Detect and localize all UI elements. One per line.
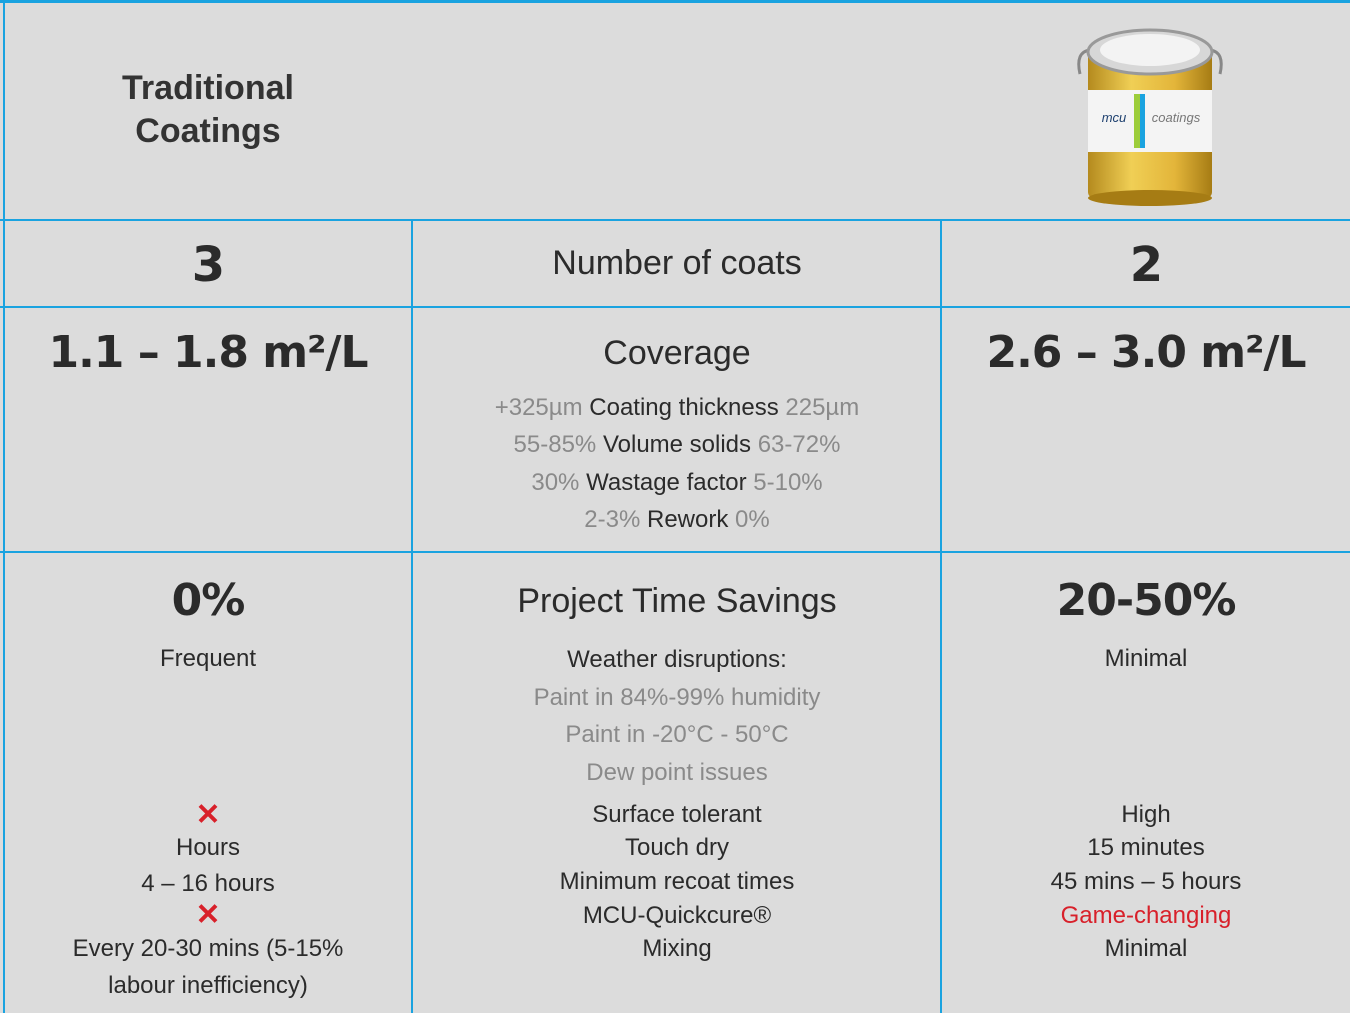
cell-value: 2.6 – 3.0 m²/L xyxy=(942,331,1350,375)
cell-text: Touch dry xyxy=(413,836,941,860)
can-logo: mcu xyxy=(1102,110,1127,125)
cell-text: Every 20-30 mins (5-15% xyxy=(4,937,412,961)
cross-icon xyxy=(4,903,412,930)
cell-value: 1.1 – 1.8 m²/L xyxy=(4,331,412,375)
cell-text: Game-changing xyxy=(942,904,1350,928)
comparison-table: Traditional Coatings mcu coatings 3 Numb… xyxy=(0,0,1350,1013)
border xyxy=(3,0,5,1013)
detail-mcu: 225µm xyxy=(785,394,859,421)
cell-note: Dew point issues xyxy=(413,761,941,785)
row-label: Number of coats xyxy=(413,246,941,280)
cell-text: 45 mins – 5 hours xyxy=(942,870,1350,894)
detail-line: +325µm Coating thickness 225µm xyxy=(413,396,941,420)
row-label: Project Time Savings xyxy=(413,584,941,618)
detail-line: 30% Wastage factor 5-10% xyxy=(413,471,941,495)
detail-mcu: 0% xyxy=(735,506,770,533)
header-title: Traditional xyxy=(4,71,412,105)
cell-text: Surface tolerant xyxy=(413,803,941,827)
detail-line: 2-3% Rework 0% xyxy=(413,508,941,532)
detail-traditional: 55-85% xyxy=(514,431,597,458)
detail-mcu: 5-10% xyxy=(753,469,822,496)
detail-label: Coating thickness xyxy=(589,394,778,421)
detail-traditional: +325µm xyxy=(495,394,583,421)
row-line xyxy=(0,219,1350,221)
can-logo: coatings xyxy=(1152,110,1201,125)
cell-text: MCU-Quickcure® xyxy=(413,904,941,928)
cell-text: Mixing xyxy=(413,937,941,961)
detail-traditional: 2-3% xyxy=(584,506,640,533)
header-title: Coatings xyxy=(4,114,412,148)
cell-note: Paint in 84%-99% humidity xyxy=(413,686,941,710)
cell-value: 2 xyxy=(942,241,1350,289)
cell-text: 4 – 16 hours xyxy=(4,872,412,896)
cell-text: Frequent xyxy=(4,647,412,671)
cell-value: 3 xyxy=(4,241,412,289)
cell-value: 0% xyxy=(4,579,412,623)
detail-label: Volume solids xyxy=(603,431,751,458)
row-line xyxy=(0,551,1350,553)
detail-label: Rework xyxy=(647,506,728,533)
cell-text: Weather disruptions: xyxy=(413,648,941,672)
paint-can: mcu coatings xyxy=(1070,22,1230,208)
detail-traditional: 30% xyxy=(531,469,579,496)
cell-text: Minimal xyxy=(942,647,1350,671)
cell-note: Paint in -20°C - 50°C xyxy=(413,723,941,747)
detail-label: Wastage factor xyxy=(586,469,747,496)
cell-text: High xyxy=(942,803,1350,827)
border xyxy=(0,0,1350,3)
cross-icon xyxy=(4,803,412,830)
cell-text: Minimum recoat times xyxy=(413,870,941,894)
row-label: Coverage xyxy=(413,336,941,370)
row-line xyxy=(0,306,1350,308)
cell-text: labour inefficiency) xyxy=(4,974,412,998)
cell-value: 20-50% xyxy=(942,579,1350,623)
cell-text: Minimal xyxy=(942,937,1350,961)
cell-text: 15 minutes xyxy=(942,836,1350,860)
detail-line: 55-85% Volume solids 63-72% xyxy=(413,433,941,457)
cell-text: Hours xyxy=(4,836,412,860)
detail-mcu: 63-72% xyxy=(758,431,841,458)
